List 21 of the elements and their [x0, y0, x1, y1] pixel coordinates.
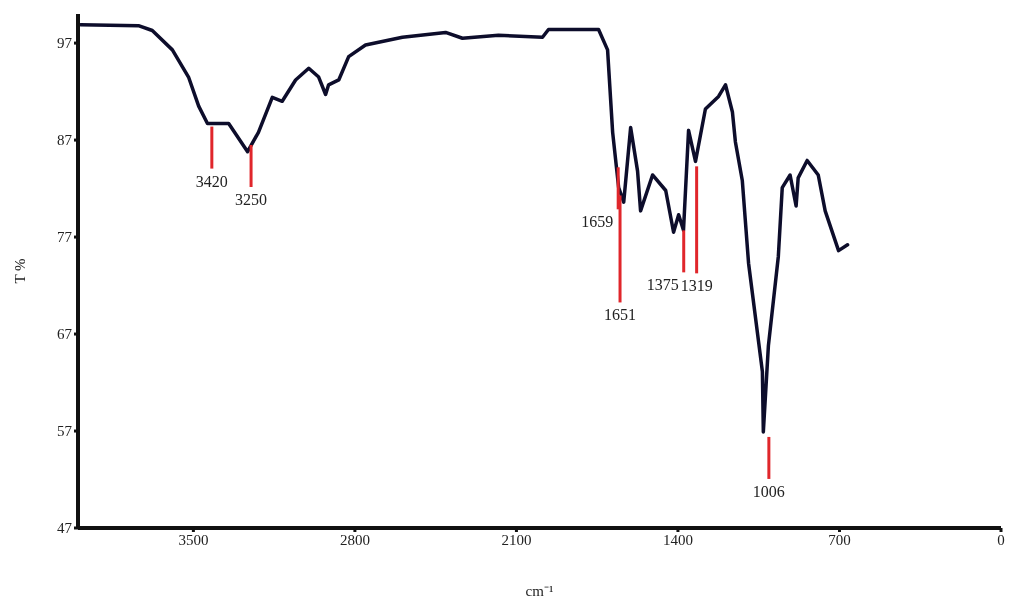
- x-tick-label: 2800: [339, 531, 370, 548]
- annotation: 1651: [604, 306, 637, 324]
- x-tick-label: 2100: [501, 531, 532, 548]
- x-tick-label: 0: [997, 531, 1005, 548]
- x-axis-title: cm⁻¹: [525, 583, 554, 599]
- y-tick-label: 57: [57, 423, 73, 440]
- annotation: 1375: [646, 276, 679, 294]
- y-tick-label: 67: [57, 326, 73, 343]
- annotation: 1659: [581, 213, 614, 231]
- y-tick-label: 97: [57, 35, 73, 52]
- x-tick-label: 1400: [662, 531, 693, 548]
- x-tick-label: 3500: [178, 531, 209, 548]
- y-axis-title: T %: [12, 258, 29, 284]
- annotation: 3250: [235, 191, 268, 209]
- annotation: 1006: [752, 482, 785, 500]
- annotation: 1319: [680, 277, 713, 295]
- y-tick-label: 87: [57, 132, 73, 149]
- y-tick-label: 77: [57, 229, 73, 246]
- annotation: 3420: [195, 172, 228, 190]
- y-tick-label: 47: [57, 520, 73, 537]
- x-tick-label: 700: [828, 531, 851, 548]
